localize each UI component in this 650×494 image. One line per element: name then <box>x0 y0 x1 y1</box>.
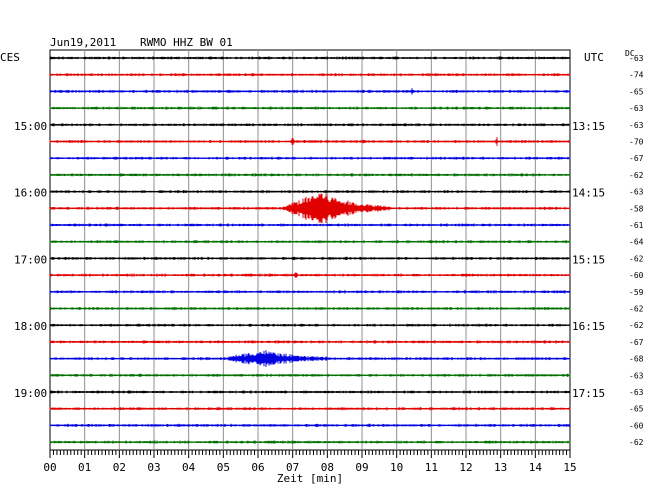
left-time-label: 16:00 <box>14 187 47 200</box>
left-time-labels: 15:00 16:00 17:00 18:00 19:00 <box>14 120 47 400</box>
x-tick-label: 05 <box>217 461 230 474</box>
x-tick-label: 10 <box>390 461 403 474</box>
right-timezone-label: UTC <box>584 51 604 64</box>
dc-offset-label: -62 <box>629 321 644 330</box>
left-time-label: 18:00 <box>14 320 47 333</box>
dc-offset-label: -64 <box>629 238 644 247</box>
right-time-label: 15:15 <box>572 253 605 266</box>
x-tick-label: 02 <box>113 461 126 474</box>
dc-offset-label: -65 <box>629 87 644 96</box>
dc-offset-label: -62 <box>629 171 644 180</box>
right-time-label: 16:15 <box>572 320 605 333</box>
right-time-labels: 13:15 14:15 15:15 16:15 17:15 <box>572 120 605 400</box>
dc-offset-label: -62 <box>629 438 644 447</box>
dc-offset-label: -63 <box>629 371 644 380</box>
x-tick-label: 11 <box>425 461 438 474</box>
dc-offset-label: -67 <box>629 338 644 347</box>
dc-offset-label: -65 <box>629 405 644 414</box>
dc-offset-label: -63 <box>629 54 644 63</box>
x-tick-label: 04 <box>182 461 196 474</box>
x-tick-label: 01 <box>78 461 91 474</box>
left-time-label: 15:00 <box>14 120 47 133</box>
x-tick-label: 07 <box>286 461 299 474</box>
dc-offset-label: -67 <box>629 154 644 163</box>
dc-offset-label: -63 <box>629 121 644 130</box>
left-timezone-label: CES <box>0 51 20 64</box>
dc-offset-label: -68 <box>629 355 644 364</box>
dc-offset-label: -74 <box>629 71 644 80</box>
x-tick-label: 03 <box>147 461 160 474</box>
x-tick-label: 08 <box>321 461 334 474</box>
right-time-label: 13:15 <box>572 120 605 133</box>
x-tick-label: 09 <box>355 461 368 474</box>
x-tick-label: 14 <box>529 461 543 474</box>
x-axis-title: Zeit [min] <box>277 472 343 485</box>
dc-offset-label: -59 <box>629 288 644 297</box>
left-time-label: 19:00 <box>14 387 47 400</box>
chart-date: Jun19,2011 <box>50 36 116 49</box>
dc-offset-labels: -63 -74 -65 -63 -63 -70 -67 -62 -63 -58 -61 -64 -62 -… <box>629 54 644 447</box>
vertical-gridlines <box>84 50 536 450</box>
x-tick-label: 00 <box>43 461 56 474</box>
x-tick-label: 13 <box>494 461 507 474</box>
dc-offset-label: -60 <box>629 271 644 280</box>
dc-label: DC <box>625 49 635 58</box>
right-time-label: 17:15 <box>572 387 605 400</box>
dc-offset-label: -60 <box>629 421 644 430</box>
seismic-traces <box>49 56 571 444</box>
dc-offset-label: -62 <box>629 254 644 263</box>
plot-frame <box>49 49 571 451</box>
dc-offset-label: -70 <box>629 138 644 147</box>
dc-offset-label: -63 <box>629 104 644 113</box>
chart-station: RWMO HHZ BW 01 <box>140 36 233 49</box>
left-time-label: 17:00 <box>14 253 47 266</box>
dc-offset-label: -63 <box>629 188 644 197</box>
x-axis: 00 01 02 03 04 05 06 07 08 09 10 11 12 13 14 15 <box>43 450 577 474</box>
dc-offset-label: -58 <box>629 204 644 213</box>
x-tick-label: 15 <box>563 461 576 474</box>
dc-offset-label: -63 <box>629 388 644 397</box>
dc-offset-label: -61 <box>629 221 644 230</box>
x-tick-label: 06 <box>251 461 264 474</box>
dc-offset-label: -62 <box>629 305 644 314</box>
x-tick-label: 12 <box>459 461 472 474</box>
right-time-label: 14:15 <box>572 187 605 200</box>
